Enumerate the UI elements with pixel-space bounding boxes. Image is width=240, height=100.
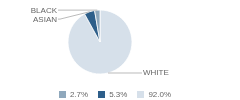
- html-text:2.7%: 2.7%: [69, 90, 89, 99]
- html-text:92.0%: 92.0%: [148, 90, 172, 99]
- svg-text:WHITE: WHITE: [143, 68, 169, 77]
- svg-text:ASIAN: ASIAN: [33, 15, 57, 24]
- html-text:5.3%: 5.3%: [109, 90, 128, 99]
- svg-text:BLACK: BLACK: [31, 6, 58, 15]
